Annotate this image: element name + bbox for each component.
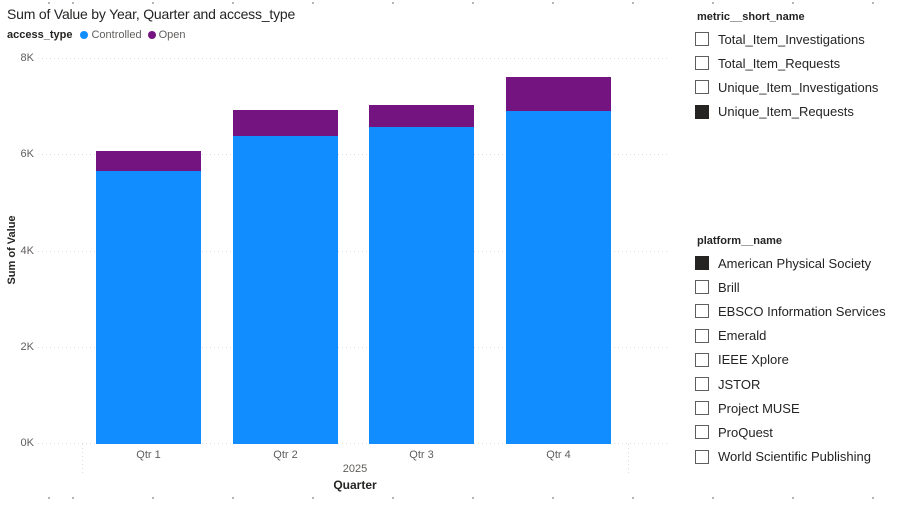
unchecked-checkbox-icon[interactable] bbox=[695, 56, 709, 71]
unchecked-checkbox-icon[interactable] bbox=[695, 304, 709, 319]
slicer-item-label: Emerald bbox=[718, 328, 767, 344]
unchecked-checkbox-icon[interactable] bbox=[695, 449, 709, 464]
slicer-item-proquest[interactable]: ProQuest bbox=[695, 420, 900, 444]
unchecked-checkbox-icon[interactable] bbox=[695, 328, 709, 343]
bar-qtr3-controlled[interactable] bbox=[369, 127, 474, 444]
slicer-item-emerald[interactable]: Emerald bbox=[695, 324, 900, 348]
bar-qtr1-open[interactable] bbox=[96, 150, 201, 171]
slicer-item-label: Total_Item_Requests bbox=[718, 55, 841, 71]
slicer-item-label: World Scientific Publishing bbox=[718, 449, 871, 465]
slicer-item-world-scientific-publishing[interactable]: World Scientific Publishing bbox=[695, 445, 900, 469]
x-tick-qtr3: Qtr 3 bbox=[409, 449, 434, 461]
slicer-list: American Physical Society Brill EBSCO Info… bbox=[695, 251, 900, 469]
chart-title: Sum of Value by Year, Quarter and access… bbox=[7, 6, 296, 22]
slicer-platform-name: platform__name American Physical Society… bbox=[695, 234, 900, 469]
slicer-item-total-item-requests[interactable]: Total_Item_Requests bbox=[695, 51, 900, 75]
x-tick-qtr4: Qtr 4 bbox=[546, 449, 571, 461]
y-tick-4K: 4K bbox=[20, 244, 34, 257]
slicer-item-ebsco-information-services[interactable]: EBSCO Information Services bbox=[695, 299, 900, 323]
gridline-0K bbox=[38, 443, 667, 444]
slicer-item-label: Project MUSE bbox=[718, 400, 800, 416]
bar-qtr2-controlled[interactable] bbox=[233, 136, 338, 444]
checked-checkbox-icon[interactable] bbox=[695, 256, 709, 271]
checked-checkbox-icon[interactable] bbox=[695, 104, 709, 119]
legend-label: Controlled bbox=[91, 29, 142, 41]
gridline-4K bbox=[38, 250, 667, 252]
slicer-item-label: Unique_Item_Investigations bbox=[718, 79, 879, 95]
unchecked-checkbox-icon[interactable] bbox=[695, 377, 709, 392]
y-tick-6K: 6K bbox=[20, 148, 34, 161]
bar-qtr3-open[interactable] bbox=[369, 104, 474, 128]
unchecked-checkbox-icon[interactable] bbox=[695, 280, 709, 295]
legend-item-open[interactable]: Open bbox=[147, 29, 186, 41]
slicer-header: metric__short_name bbox=[697, 11, 805, 23]
slicer-item-ieee-xplore[interactable]: IEEE Xplore bbox=[695, 348, 900, 372]
slicer-item-american-physical-society[interactable]: American Physical Society bbox=[695, 251, 900, 275]
slicer-item-jstor[interactable]: JSTOR bbox=[695, 372, 900, 396]
bar-qtr4-open[interactable] bbox=[506, 77, 611, 111]
slicer-item-total-item-investigations[interactable]: Total_Item_Investigations bbox=[695, 27, 900, 51]
unchecked-checkbox-icon[interactable] bbox=[695, 401, 709, 416]
slicer-item-project-muse[interactable]: Project MUSE bbox=[695, 396, 900, 420]
y-tick-8K: 8K bbox=[20, 52, 34, 64]
bar-qtr2-open[interactable] bbox=[233, 110, 338, 136]
slicer-list: Total_Item_Investigations Total_Item_Requ… bbox=[695, 27, 900, 124]
canvas-grid-dots-top bbox=[0, 2, 904, 4]
legend-title: access_type bbox=[7, 29, 73, 41]
legend-item-controlled[interactable]: Controlled bbox=[80, 29, 142, 41]
legend-dot-controlled bbox=[80, 31, 89, 39]
slicer-item-unique-item-requests[interactable]: Unique_Item_Requests bbox=[695, 100, 900, 124]
stacked-column-chart: Sum of Value by Year, Quarter and access… bbox=[6, 6, 667, 492]
slicer-item-label: Unique_Item_Requests bbox=[718, 104, 854, 120]
x-axis-title: Quarter bbox=[333, 478, 377, 492]
gridline-8K bbox=[38, 58, 667, 59]
plot-area bbox=[38, 58, 667, 444]
gridline-6K bbox=[38, 154, 667, 156]
slicer-item-label: IEEE Xplore bbox=[718, 352, 789, 368]
legend-dot-open bbox=[147, 31, 156, 39]
y-tick-0K: 0K bbox=[20, 437, 34, 449]
slicer-item-unique-item-investigations[interactable]: Unique_Item_Investigations bbox=[695, 75, 900, 99]
year-group-separator-right bbox=[628, 444, 629, 476]
year-group-label: 2025 bbox=[342, 463, 368, 475]
slicer-item-label: ProQuest bbox=[718, 424, 773, 440]
y-tick-2K: 2K bbox=[20, 340, 34, 353]
x-tick-qtr2: Qtr 2 bbox=[273, 449, 298, 461]
slicer-item-label: EBSCO Information Services bbox=[718, 303, 886, 319]
unchecked-checkbox-icon[interactable] bbox=[695, 425, 709, 440]
legend-label: Open bbox=[158, 29, 186, 41]
slicer-item-label: American Physical Society bbox=[718, 255, 872, 271]
unchecked-checkbox-icon[interactable] bbox=[695, 32, 709, 47]
bar-qtr4-controlled[interactable] bbox=[506, 110, 611, 444]
unchecked-checkbox-icon[interactable] bbox=[695, 352, 709, 367]
slicer-header: platform__name bbox=[697, 235, 782, 247]
slicer-item-label: JSTOR bbox=[718, 376, 761, 392]
chart-legend: access_type Controlled Open bbox=[7, 29, 186, 41]
year-group-separator-left bbox=[82, 444, 83, 476]
slicer-item-label: Total_Item_Investigations bbox=[718, 31, 865, 47]
bar-qtr1-controlled[interactable] bbox=[96, 170, 201, 444]
slicer-metric-short-name: metric__short_name Total_Item_Investigat… bbox=[695, 10, 900, 124]
slicer-item-brill[interactable]: Brill bbox=[695, 275, 900, 299]
x-tick-qtr1: Qtr 1 bbox=[136, 449, 161, 461]
slicer-item-label: Brill bbox=[718, 279, 740, 295]
canvas-grid-dots-bottom bbox=[0, 497, 904, 499]
unchecked-checkbox-icon[interactable] bbox=[695, 80, 709, 95]
gridline-2K bbox=[38, 346, 667, 348]
